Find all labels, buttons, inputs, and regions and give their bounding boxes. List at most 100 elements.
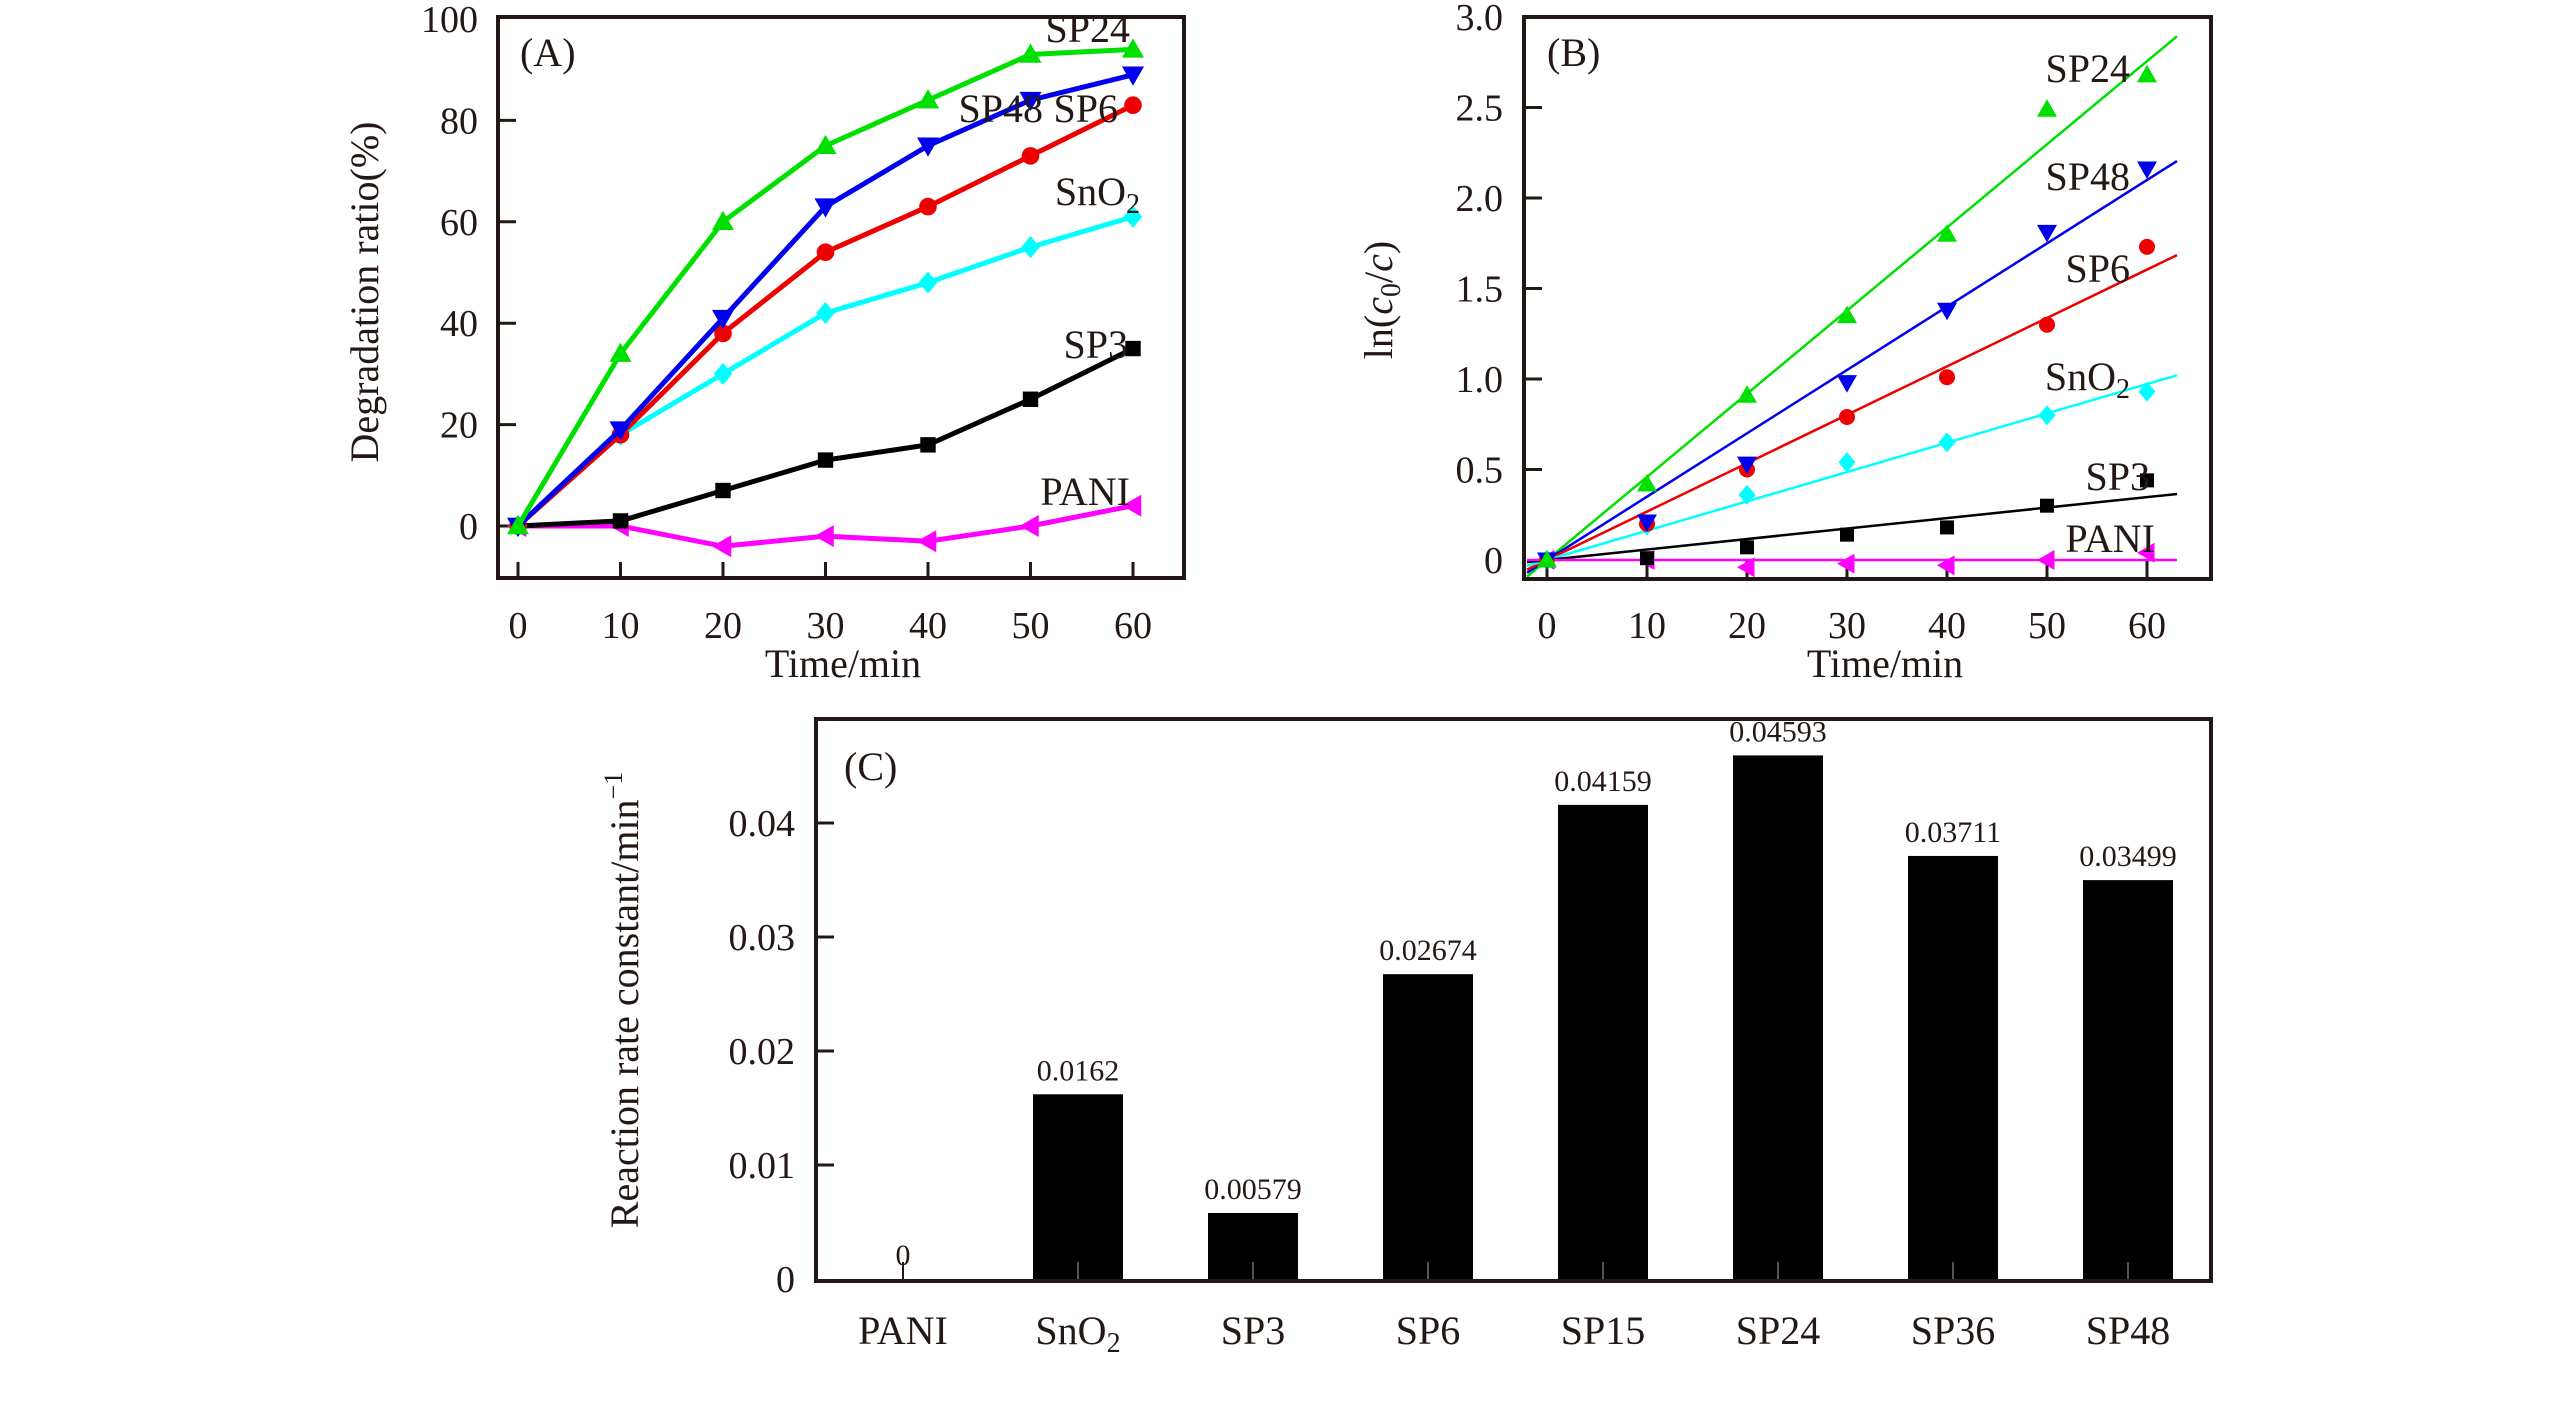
panel-b-xlabel: Time/min: [1807, 641, 1963, 686]
x-tick-label: 60: [1114, 605, 1152, 647]
data-point-sp3: [612, 513, 629, 529]
category-label: PANI: [858, 1308, 948, 1353]
category-label: SP15: [1561, 1308, 1646, 1353]
x-tick-label: 50: [2028, 605, 2066, 647]
series-label-pani: PANI: [1040, 469, 1130, 514]
data-point-sp24: [507, 515, 529, 535]
data-point-sp3: [715, 482, 731, 499]
y-tick-label: 0: [459, 506, 478, 548]
data-point-sp6: [2139, 238, 2155, 255]
series-label-pani: PANI: [2065, 516, 2155, 561]
data-point-sp48: [712, 309, 734, 330]
category-label: SP24: [1736, 1308, 1821, 1353]
data-point-sp3: [817, 452, 834, 468]
data-point-sp48: [2137, 161, 2157, 180]
data-point-sno2: [713, 362, 733, 385]
panel-b: (B) Time/min ln(c0/c) 0 10 20 30 40 50 60 0 0.5 1…: [1356, 0, 2213, 686]
y-tick-label: 0.01: [729, 1145, 796, 1187]
x-tick-label: 40: [909, 605, 947, 647]
data-point-sno2: [1838, 452, 1856, 473]
data-point-sp3: [920, 437, 936, 453]
data-point-sp48: [1937, 302, 1957, 321]
bar-sp48: [2083, 880, 2173, 1279]
data-point-sp48: [1637, 514, 1657, 532]
x-tick-label: 50: [1012, 605, 1050, 647]
data-point-sp6: [919, 197, 937, 216]
panel-c-frame: [814, 717, 2213, 1283]
panel-b-frame: [1522, 15, 2213, 581]
panel-a-frame: [496, 15, 1186, 580]
data-point-sp24: [1737, 385, 1757, 403]
bar-sno2: [1033, 1094, 1123, 1279]
data-point-sp3: [1125, 340, 1141, 357]
data-point-sp3: [1022, 391, 1039, 407]
panel-c: (C) Reaction rate constant/min−1 0 0.01 0.…: [599, 715, 2213, 1359]
x-tick-label: 20: [704, 605, 742, 647]
value-label: 0.04593: [1729, 715, 1827, 748]
category-label: SnO2: [1035, 1308, 1120, 1359]
x-tick-label: 30: [807, 605, 845, 647]
category-label: SP48: [2086, 1308, 2171, 1353]
data-point-sp48: [2037, 224, 2057, 243]
data-point-sp24: [917, 89, 939, 109]
panel-b-ylabel: ln(c0/c): [1356, 241, 1407, 359]
panel-a-xlabel: Time/min: [765, 641, 921, 686]
data-point-sp48: [917, 137, 939, 157]
fit-line-sno2: [1526, 374, 2178, 568]
value-label: 0.03711: [1905, 816, 2001, 849]
y-tick-label: 2.0: [1456, 178, 1504, 220]
y-tick-label: 40: [440, 303, 478, 345]
y-tick-label: 0.03: [729, 917, 796, 959]
y-tick-label: 0.02: [729, 1031, 796, 1073]
data-point-sp24: [2137, 64, 2157, 83]
data-point-sp3: [1940, 520, 1954, 535]
data-point-sp6: [816, 243, 835, 262]
x-tick-label: 60: [2128, 605, 2166, 647]
data-point-sno2: [2138, 381, 2156, 402]
data-point-pani: [814, 525, 834, 548]
y-tick-label: 0: [776, 1259, 795, 1301]
value-label: 0.03499: [2079, 840, 2177, 873]
fit-line-sp24: [1526, 35, 2178, 578]
series-label-sp6: SP6: [2066, 246, 2131, 291]
data-point-sp6: [1839, 409, 1855, 426]
data-point-pani: [712, 535, 732, 558]
value-label: 0.0162: [1037, 1054, 1120, 1087]
data-point-pani: [2037, 550, 2055, 570]
data-point-sp24: [609, 342, 632, 362]
data-point-pani: [917, 530, 937, 553]
series-label-sp48: SP48: [959, 86, 1044, 131]
x-tick-label: 10: [602, 605, 640, 647]
data-point-pani: [1837, 553, 1855, 574]
data-point-sp24: [1837, 305, 1857, 324]
data-point-sp3: [1840, 527, 1854, 542]
y-tick-label: 1.5: [1456, 269, 1504, 311]
data-point-sp48: [1019, 91, 1042, 112]
value-label: 0.04159: [1554, 765, 1652, 798]
data-point-sp48: [1737, 456, 1757, 475]
x-tick-label: 0: [1538, 605, 1557, 647]
series-label-sno2: SnO2: [1055, 169, 1140, 220]
category-label: SP6: [1396, 1308, 1461, 1353]
y-tick-label: 0.5: [1456, 450, 1504, 492]
panel-a-ylabel: Degradation ratio(%): [342, 122, 387, 463]
x-tick-label: 30: [1828, 605, 1866, 647]
data-point-sp6: [1939, 369, 1955, 386]
panel-a-label: (A): [520, 30, 576, 75]
data-point-sp48: [814, 198, 837, 218]
panel-b-label: (B): [1547, 30, 1600, 75]
data-point-sp24: [1637, 473, 1657, 492]
data-point-sno2: [1738, 484, 1756, 505]
y-tick-label: 3.0: [1456, 0, 1504, 39]
y-tick-label: 20: [440, 405, 478, 447]
data-point-sp6: [714, 324, 732, 343]
series-label-sno2: SnO2: [2045, 354, 2130, 405]
data-point-sp6: [1124, 96, 1142, 114]
panel-c-ylabel: Reaction rate constant/min−1: [599, 772, 647, 1228]
x-tick-label: 40: [1928, 605, 1966, 647]
data-point-pani: [1737, 557, 1755, 578]
data-point-sp48: [609, 421, 632, 441]
data-point-sp24: [1122, 38, 1144, 58]
data-point-sp3: [1740, 540, 1754, 555]
data-point-sno2: [1123, 205, 1143, 228]
